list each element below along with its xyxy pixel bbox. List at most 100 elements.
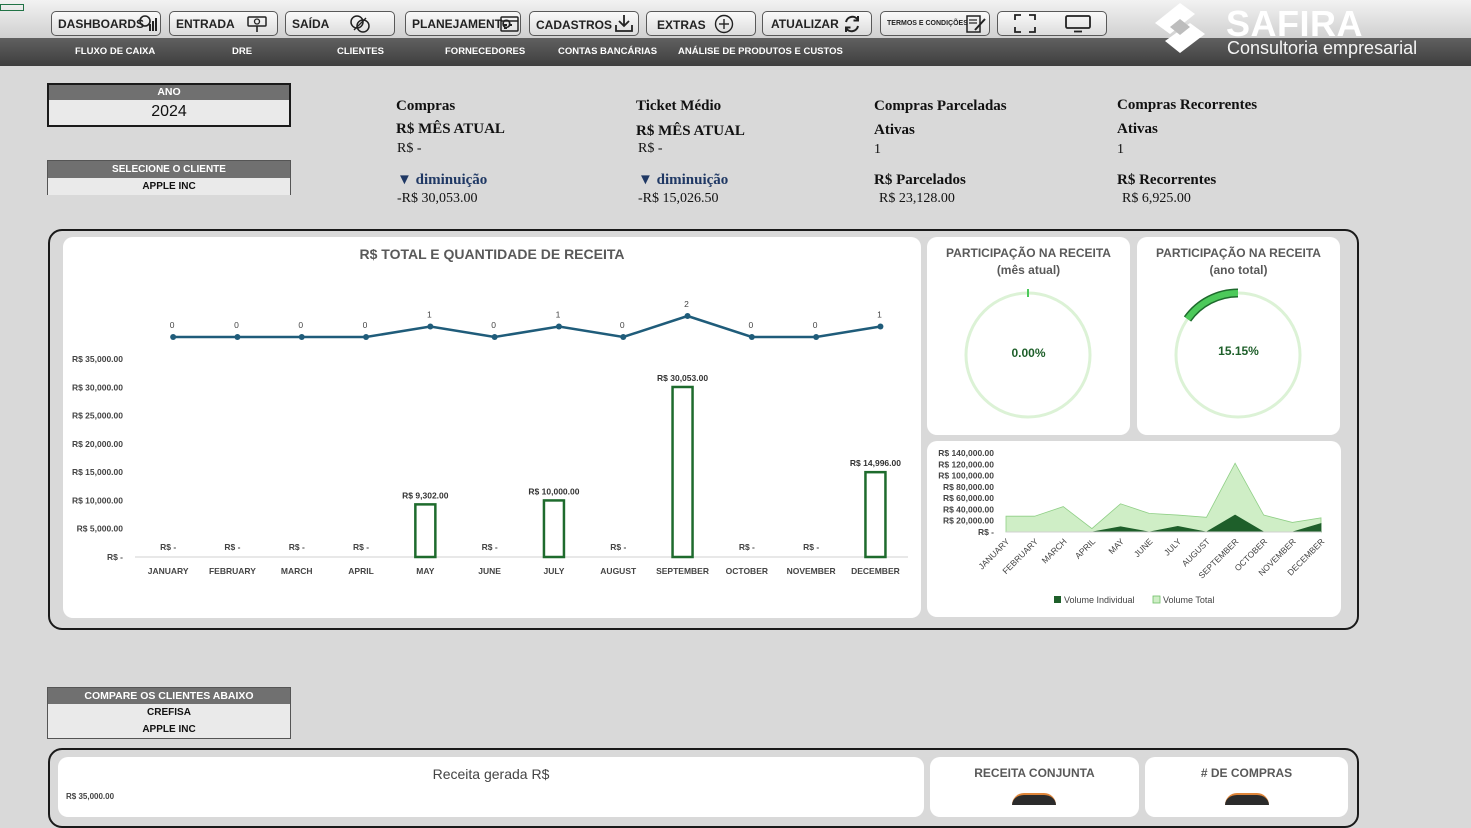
nav-analise-produtos[interactable]: ANÁLISE DE PRODUTOS E CUSTOS (678, 46, 843, 57)
y-tick-label: R$ 20,000.00 (943, 516, 994, 526)
share-year-value: 15.15% (1218, 344, 1259, 358)
receita-conjunta-pie (1012, 793, 1056, 805)
x-tick-label: MARCH (1040, 536, 1069, 565)
bar-value-label: R$ - (289, 542, 305, 552)
y-tick-label: R$ 20,000.00 (72, 439, 123, 449)
bar-value-label: R$ 10,000.00 (528, 486, 579, 496)
num-compras-pie (1225, 793, 1269, 805)
bar-value-label: R$ 9,302.00 (402, 490, 449, 500)
quantity-label: 0 (234, 320, 239, 330)
quantity-label: 0 (748, 320, 753, 330)
nav-dre[interactable]: DRE (232, 46, 253, 57)
kpi-parceladas-money-label: R$ Parcelados (874, 172, 966, 188)
nav-clientes[interactable]: CLIENTES (337, 46, 384, 57)
x-tick-label: APRIL (348, 566, 374, 576)
cadastros-button[interactable]: CADASTROS (529, 11, 639, 36)
y-tick-label: R$ 40,000.00 (943, 504, 994, 514)
money-out-icon (350, 15, 370, 33)
revenue-chart-title: R$ TOTAL E QUANTIDADE DE RECEITA (359, 246, 625, 262)
quantity-point (813, 334, 820, 340)
monitor-icon[interactable] (1065, 15, 1091, 33)
kpi-ticket-title: Ticket Médio (636, 98, 722, 114)
legend-label-total: Volume Total (1163, 595, 1214, 605)
y-tick-label: R$ - (978, 527, 994, 537)
year-filter[interactable]: ANO 2024 (47, 83, 291, 127)
x-tick-label: JUNE (478, 566, 501, 576)
quantity-label: 0 (363, 320, 368, 330)
x-tick-label: JANUARY (148, 566, 189, 576)
compare-selector[interactable]: COMPARE OS CLIENTES ABAIXO CREFISA APPLE… (47, 687, 291, 739)
nav-contas-bancarias[interactable]: CONTAS BANCÁRIAS (558, 46, 658, 57)
share-month-title: PARTICIPAÇÃO NA RECEITA (946, 246, 1111, 260)
share-month-value: 0.00% (1011, 346, 1046, 360)
x-tick-label: FEBRUARY (209, 566, 256, 576)
nav-fluxo-de-caixa[interactable]: FLUXO DE CAIXA (75, 46, 156, 57)
quantity-point (877, 323, 884, 330)
x-tick-label: MARCH (281, 566, 313, 576)
bar-value-label: R$ - (224, 542, 240, 552)
dashboards-button[interactable]: DASHBOARDS (51, 11, 161, 36)
volume-chart-card: R$ - R$ 20,000.00 R$ 40,000.00 R$ 60,000.00… (927, 441, 1341, 617)
receita-conjunta-title: RECEITA CONJUNTA (974, 766, 1095, 780)
x-tick-label: NOVEMBER (787, 566, 836, 576)
legend-swatch-total (1152, 595, 1161, 604)
termos-button[interactable]: TERMOS E CONDIÇÕES (880, 11, 990, 36)
kpi-compras-delta-value: -R$ 30,053.00 (397, 191, 478, 206)
nav-fornecedores[interactable]: FORNECEDORES (445, 46, 526, 57)
quantity-point (491, 334, 498, 340)
share-year-ring (1174, 288, 1302, 419)
fullscreen-icon[interactable] (1014, 14, 1036, 33)
kpi-ticket-value: R$ - (638, 141, 663, 156)
y-tick-label: R$ 10,000.00 (72, 495, 123, 505)
dashboards-label: DASHBOARDS (58, 17, 145, 31)
quantity-label: 0 (491, 320, 496, 330)
x-tick-label: APRIL (1073, 536, 1098, 561)
year-value[interactable]: 2024 (49, 100, 289, 124)
kpi-parceladas-sub: Ativas (874, 122, 915, 138)
brand-tagline: Consultoria empresarial (1227, 38, 1418, 58)
compare-client-a[interactable]: CREFISA (48, 704, 290, 721)
bar-value-label: R$ 14,996.00 (850, 458, 901, 468)
quantity-label: 1 (556, 310, 561, 320)
revenue-chart: R$ - R$ 5,000.00 R$ 10,000.00 R$ 15,000.00 R… (72, 299, 908, 576)
y-tick-label: R$ 140,000.00 (938, 448, 994, 458)
quantity-point (684, 313, 691, 319)
download-tray-icon (615, 15, 633, 32)
x-tick-label: AUGUST (600, 566, 637, 576)
planejamento-button[interactable]: PLANEJAMENTO (405, 11, 521, 36)
revenue-chart-card: R$ TOTAL E QUANTIDADE DE RECEITA R$ - R$ … (63, 237, 921, 618)
num-compras-title: # DE COMPRAS (1200, 766, 1293, 780)
extras-label: EXTRAS (657, 18, 706, 32)
nav-bar (0, 38, 1471, 66)
kpi-recorrentes-value: 1 (1117, 142, 1124, 157)
brand-name: SAFIRA (1226, 3, 1363, 44)
saida-button[interactable]: SAÍDA (285, 11, 395, 36)
view-mode-button[interactable] (997, 11, 1107, 36)
bar-value-label: R$ - (482, 542, 498, 552)
receita-gerada-card: Receita gerada R$ R$ 35,000.00 (58, 757, 924, 817)
volume-total-area (1005, 462, 1322, 533)
quantity-label: 1 (877, 310, 882, 320)
x-tick-label: JUNE (1132, 536, 1155, 559)
bar-value-label: R$ - (160, 542, 176, 552)
share-month-ring (964, 289, 1092, 419)
share-year-subtitle: (ano total) (1209, 263, 1268, 277)
bar-value-label: R$ - (803, 542, 819, 552)
y-tick-label: R$ 60,000.00 (943, 493, 994, 503)
atualizar-button[interactable]: ATUALIZAR (762, 11, 872, 36)
quantity-line (173, 314, 881, 339)
y-tick-label: R$ - (107, 552, 123, 562)
kpi-compras-value: R$ - (397, 141, 422, 156)
quantity-point (427, 323, 434, 330)
y-tick-label: R$ 25,000.00 (72, 411, 123, 421)
bar-value-label: R$ 30,053.00 (657, 373, 708, 383)
share-month-subtitle: (mês atual) (996, 263, 1061, 277)
quantity-point (298, 334, 305, 340)
client-value[interactable]: APPLE INC (48, 178, 290, 195)
entrada-button[interactable]: ENTRADA (169, 11, 278, 36)
client-selector[interactable]: SELECIONE O CLIENTE APPLE INC (47, 160, 291, 195)
x-tick-label: OCTOBER (726, 566, 768, 576)
quantity-point (363, 334, 370, 340)
compare-client-b[interactable]: APPLE INC (48, 721, 290, 738)
extras-button[interactable]: EXTRAS (646, 11, 756, 36)
